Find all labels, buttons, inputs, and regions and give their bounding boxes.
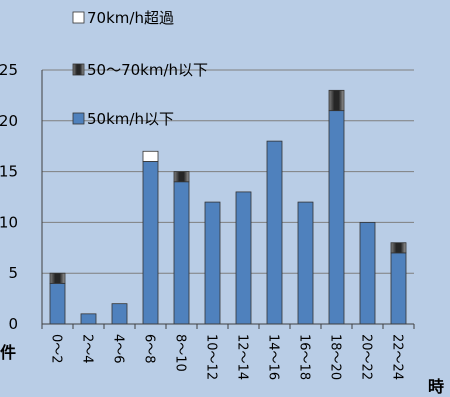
y-tick-label: 25: [0, 61, 18, 79]
y-tick-label: 15: [0, 163, 18, 181]
legend-swatch: [72, 11, 85, 24]
x-tick-label: 6〜8: [142, 334, 157, 364]
y-tick-label: 5: [8, 264, 18, 282]
x-tick-label: 0〜2: [49, 334, 64, 364]
bar-segment: [266, 140, 283, 325]
x-tick-label: 22〜24: [390, 334, 405, 380]
y-tick-label: 10: [0, 213, 18, 231]
x-tick-label: 16〜18: [297, 334, 312, 380]
x-tick-label: 4〜6: [111, 334, 126, 364]
bar-segment: [235, 191, 252, 325]
gridlines: [42, 69, 414, 274]
bar-segment: [390, 252, 407, 325]
x-tick-label: 12〜14: [235, 334, 250, 380]
bars: [49, 89, 407, 325]
legend-swatch: [72, 63, 85, 76]
x-tick-label: 8〜10: [173, 334, 188, 372]
bar-segment: [173, 171, 190, 183]
x-axis-unit-label: 時: [428, 377, 444, 396]
x-tick-label: 10〜12: [204, 334, 219, 380]
bar-segment: [49, 272, 66, 284]
bar-segment: [328, 110, 345, 325]
legend-label: 50km/h以下: [87, 110, 174, 128]
bar-segment: [142, 161, 159, 325]
bar-segment: [49, 282, 66, 325]
legend: 70km/h超過 50〜70km/h以下 50km/h以下: [72, 9, 208, 128]
y-tick-label: 0: [8, 315, 18, 333]
legend-label: 70km/h超過: [87, 9, 174, 27]
bar-segment: [204, 201, 221, 325]
bar-segment: [111, 303, 128, 325]
legend-label: 50〜70km/h以下: [87, 61, 208, 79]
bar-segment: [328, 89, 345, 112]
bar-segment: [173, 181, 190, 325]
bar-segment: [297, 201, 314, 325]
y-axis-unit-label: 件: [0, 343, 16, 362]
x-tick-labels: 0〜2 2〜4 4〜6 6〜8 8〜10 10〜12 12〜14 14〜16 16〜18 18〜2…: [49, 334, 405, 380]
x-tick-label: 18〜20: [328, 334, 343, 380]
bar-segment: [80, 313, 97, 325]
bar-segment: [390, 242, 407, 254]
x-tick-label: 2〜4: [80, 334, 95, 364]
legend-swatch: [72, 112, 85, 125]
axes: [41, 70, 415, 329]
bar-segment: [359, 221, 376, 325]
bar-segment: [142, 150, 159, 162]
y-tick-labels: 0 5 10 15 20 25: [0, 61, 18, 333]
x-tick-label: 14〜16: [266, 334, 281, 380]
y-tick-label: 20: [0, 112, 18, 130]
x-tick-label: 20〜22: [359, 334, 374, 380]
